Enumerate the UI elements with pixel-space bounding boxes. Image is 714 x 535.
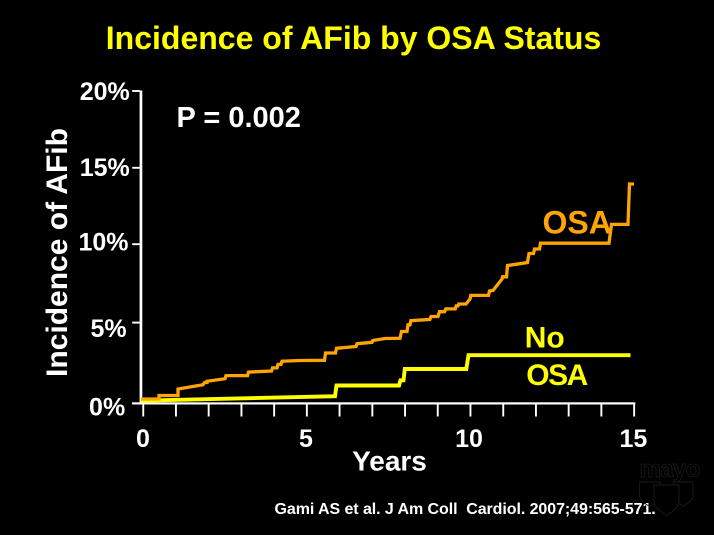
svg-text:15: 15 — [619, 425, 647, 453]
svg-text:10: 10 — [455, 425, 483, 453]
svg-text:P = 0.002: P = 0.002 — [177, 102, 301, 134]
svg-text:0: 0 — [136, 425, 150, 453]
svg-text:OSA: OSA — [543, 205, 612, 241]
svg-text:Gami AS et al. J Am Coll Card: Gami AS et al. J Am Coll Cardiol. 2007;4… — [275, 501, 656, 518]
svg-text:Incidence of AFib: Incidence of AFib — [41, 128, 74, 377]
svg-text:5: 5 — [299, 425, 313, 453]
svg-text:0%: 0% — [89, 393, 125, 421]
svg-text:OSA: OSA — [526, 359, 587, 392]
svg-text:Incidence of AFib by OSA Statu: Incidence of AFib by OSA Status — [106, 20, 601, 56]
svg-text:20%: 20% — [80, 78, 130, 106]
svg-text:Years: Years — [352, 445, 427, 476]
svg-text:mayo: mayo — [640, 456, 700, 483]
svg-text:10%: 10% — [78, 228, 128, 256]
svg-text:No: No — [525, 322, 565, 355]
svg-text:15%: 15% — [80, 154, 130, 182]
svg-text:5%: 5% — [90, 315, 126, 343]
